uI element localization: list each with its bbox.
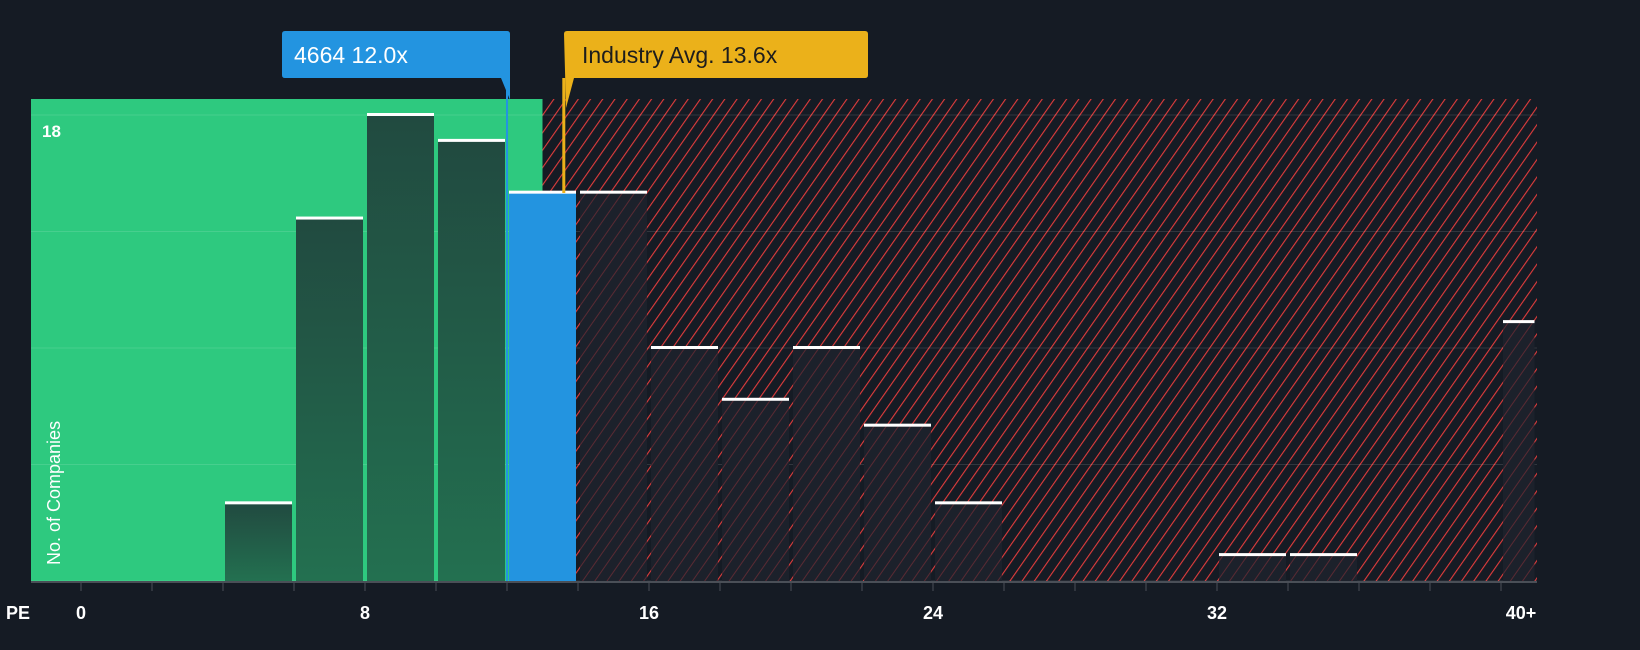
industry-callout (564, 31, 868, 108)
histogram-bar-top (1503, 320, 1535, 324)
histogram-bar-top (438, 138, 505, 142)
histogram-bar (651, 348, 718, 581)
histogram-bar-top (580, 190, 647, 194)
histogram-bar (1219, 555, 1286, 581)
histogram-bar (722, 399, 789, 581)
x-tick-label: 16 (639, 603, 659, 623)
histogram-bar-top (935, 501, 1002, 505)
histogram-bar (793, 348, 860, 581)
histogram-bar (1503, 322, 1535, 581)
x-axis-label: PE (6, 603, 30, 623)
y-axis-label: No. of Companies (44, 421, 64, 565)
industry-callout-label: Industry Avg. 13.6x (582, 42, 778, 68)
histogram-bar-top (722, 397, 789, 401)
histogram-bar-top (1290, 553, 1357, 557)
histogram-bar-top (225, 501, 292, 505)
x-tick-label: 24 (923, 603, 943, 623)
histogram-bar (580, 192, 647, 581)
histogram-bar (1290, 555, 1357, 581)
histogram-bar (509, 192, 576, 581)
x-tick-label: 0 (76, 603, 86, 623)
histogram-bar (367, 115, 434, 581)
histogram-bar-top (864, 423, 931, 427)
histogram-bar-top (793, 346, 860, 349)
histogram-bar (864, 425, 931, 581)
histogram-bar (296, 218, 363, 582)
x-tick-label: 40+ (1506, 603, 1537, 623)
company-callout-label: 4664 12.0x (294, 42, 408, 68)
histogram-bar-top (509, 190, 576, 194)
histogram-bar-top (1219, 553, 1286, 557)
histogram-bar-top (367, 113, 434, 116)
histogram-bar (935, 503, 1002, 581)
x-tick-label: 8 (360, 603, 370, 623)
histogram-bar-top (296, 216, 363, 220)
company-callout (282, 31, 510, 100)
histogram-bar (438, 140, 505, 581)
x-tick-label: 32 (1207, 603, 1227, 623)
histogram-bar (225, 503, 292, 581)
y-tick-label-18: 18 (42, 122, 61, 141)
histogram-bar-top (651, 346, 718, 349)
